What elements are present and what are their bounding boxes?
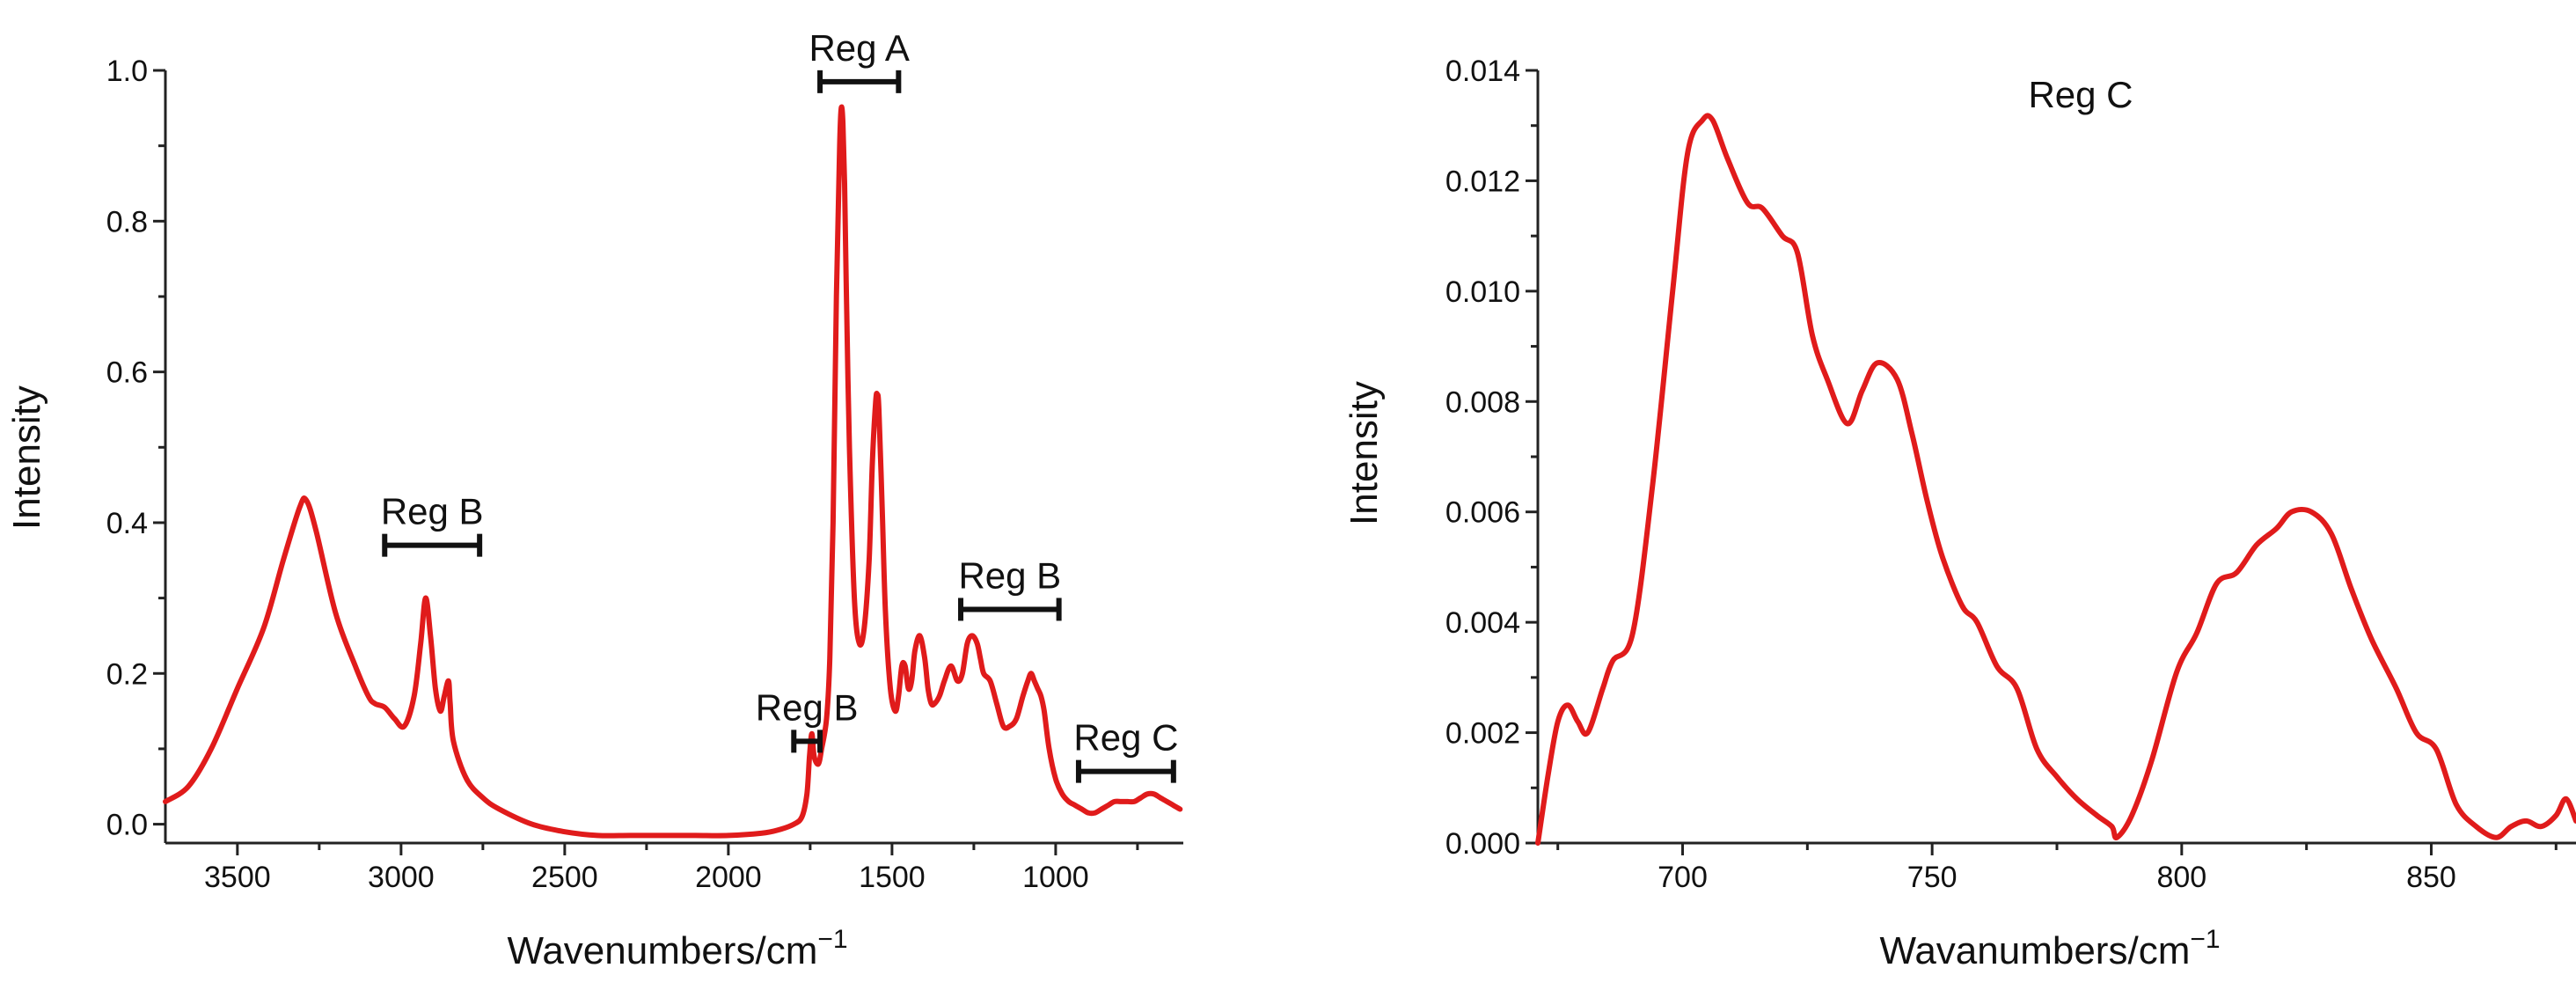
series-line <box>163 104 1183 839</box>
chart2-y-axis-label: Intensity <box>1343 381 1386 525</box>
chart2-x-axis-label: Wavanumbers/cm−1 <box>1879 925 2220 972</box>
y-tick-label: 0.2 <box>106 657 148 691</box>
chart1-x-axis-label-text: Wavenumbers/cm <box>507 929 817 972</box>
region-label: Reg B <box>756 686 859 728</box>
region-bracket: Reg B <box>381 491 484 557</box>
region-bracket: Reg A <box>809 27 910 93</box>
chart1-y-ticks: 0.0 0.2 0.4 0.6 0.8 1.0 <box>106 55 165 842</box>
chart-reg-c-zoom: 0.000 0.002 0.004 0.006 0.008 0.010 0.012 0.014… <box>1343 55 2576 972</box>
chart1-y-axis-label: Intensity <box>5 385 48 530</box>
chart1-x-axis-label-exponent: −1 <box>817 925 847 954</box>
x-tick-label: 2000 <box>695 861 762 894</box>
chart2-y-ticks: 0.000 0.002 0.004 0.006 0.008 0.010 0.012 0.014 <box>1445 55 1538 861</box>
chart2-x-axis-label-exponent: −1 <box>2190 925 2220 954</box>
y-tick-label: 0.000 <box>1445 827 1520 861</box>
chart-full-spectrum: 0.0 0.2 0.4 0.6 0.8 1.0 3500 3000 2500 2000 1500 1… <box>5 27 1183 972</box>
y-tick-label: 0.004 <box>1445 606 1520 640</box>
chart2-axes <box>1536 70 2576 845</box>
x-tick-label: 750 <box>1907 861 1958 894</box>
y-tick-label: 0.012 <box>1445 165 1520 198</box>
y-tick-label: 0.6 <box>106 356 148 390</box>
y-tick-label: 0.0 <box>106 809 148 842</box>
chart1-series <box>163 104 1183 839</box>
region-label: Reg A <box>809 27 909 69</box>
y-tick-label: 0.006 <box>1445 496 1520 530</box>
chart1-x-axis-label: Wavenumbers/cm−1 <box>507 925 847 972</box>
y-tick-label: 1.0 <box>106 55 148 88</box>
x-tick-label: 1000 <box>1022 861 1089 894</box>
y-tick-label: 0.4 <box>106 507 148 540</box>
series-line <box>1535 113 2576 846</box>
chart1-region-annotations: Reg A Reg B Reg B Reg B Reg C <box>381 27 1178 783</box>
y-tick-label: 0.002 <box>1445 717 1520 751</box>
x-tick-label: 3000 <box>368 861 435 894</box>
region-label: Reg B <box>958 554 1061 596</box>
region-bracket: Reg B <box>756 686 859 753</box>
chart1-axes <box>164 70 1183 845</box>
x-tick-label: 2500 <box>531 861 598 894</box>
region-bracket: Reg B <box>958 554 1062 621</box>
x-tick-label: 1500 <box>859 861 926 894</box>
x-tick-label: 850 <box>2406 861 2456 894</box>
region-label: Reg B <box>381 491 484 532</box>
region-bracket: Reg C <box>1073 717 1178 783</box>
chart1-x-ticks: 3500 3000 2500 2000 1500 1000 <box>204 843 1139 894</box>
region-label: Reg C <box>1073 717 1178 759</box>
y-tick-label: 0.010 <box>1445 275 1520 309</box>
y-tick-label: 0.008 <box>1445 385 1520 419</box>
x-tick-label: 3500 <box>204 861 271 894</box>
chart2-title: Reg C <box>2028 74 2133 115</box>
y-tick-label: 0.014 <box>1445 55 1520 88</box>
chart2-x-ticks: 700 750 800 850 <box>1556 843 2558 894</box>
x-tick-label: 700 <box>1658 861 1708 894</box>
chart2-x-axis-label-text: Wavanumbers/cm <box>1879 929 2190 972</box>
y-tick-label: 0.8 <box>106 205 148 238</box>
chart2-series <box>1535 113 2576 846</box>
x-tick-label: 800 <box>2156 861 2206 894</box>
